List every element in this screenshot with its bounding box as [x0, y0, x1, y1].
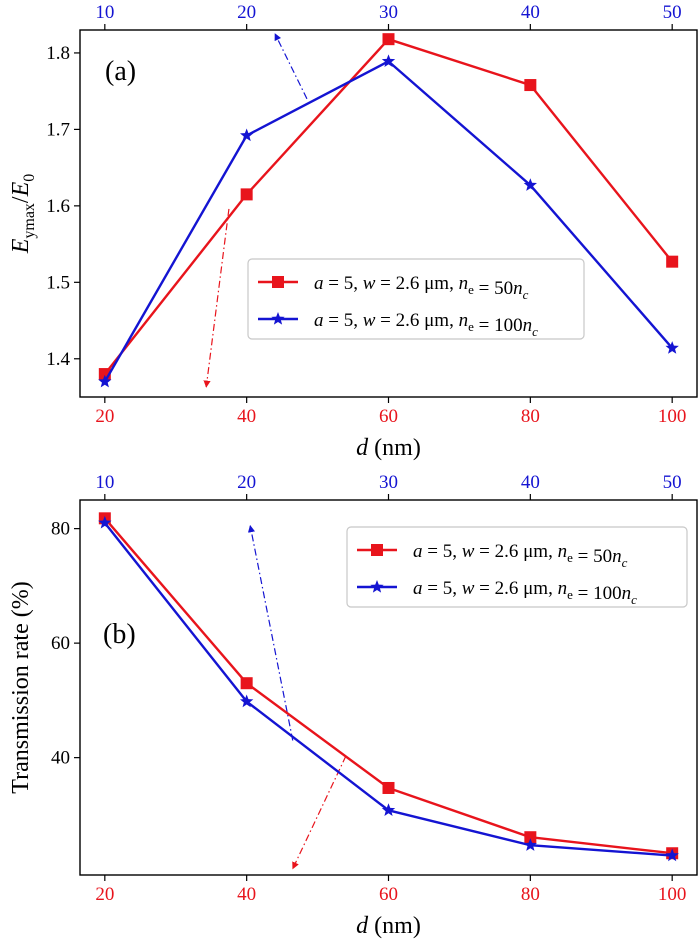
data-point [98, 515, 112, 529]
legend-marker [371, 544, 383, 556]
data-point [240, 128, 254, 142]
x-tick-label: 20 [95, 406, 114, 427]
y-axis-label: Transmission rate (%) [8, 581, 34, 793]
data-point [382, 781, 395, 794]
data-point [665, 848, 679, 862]
panel-b: 20 40 60 80 100 10 20 30 40 50 40 60 80 d (nm) Transmi… [8, 472, 698, 939]
blue-dashdot-arrow [274, 33, 308, 100]
x-tick-label: 100 [658, 406, 687, 427]
plot-frame [79, 29, 698, 398]
x-tick-label: 60 [379, 406, 398, 427]
red-dashdot-arrow [292, 755, 347, 870]
x-tick-label: 20 [95, 884, 114, 905]
panel-a: 20 40 60 80 100 10 20 30 40 50 1.4 1.5 1.6 1.7 1.8 d (n… [8, 2, 698, 461]
y-tick-label: 1.4 [46, 349, 70, 370]
top-tick-label: 10 [95, 472, 114, 493]
legend-label: a = 5, w = 2.6 μm, ne = 50nc [413, 541, 628, 570]
legend-marker [271, 312, 285, 325]
x-tick-label: 60 [379, 884, 398, 905]
top-tick-label: 50 [663, 2, 682, 23]
x-tick-label: 80 [521, 406, 540, 427]
top-tick-label: 30 [379, 472, 398, 493]
data-point [523, 838, 537, 851]
y-tick-label: 1.6 [46, 196, 70, 217]
top-tick-label: 30 [379, 2, 398, 23]
top-tick-label: 20 [237, 472, 256, 493]
legend-frame [247, 258, 585, 340]
data-point [240, 188, 253, 201]
x-tick-label: 40 [237, 884, 256, 905]
y-tick-label: 1.5 [46, 272, 70, 293]
data-point [523, 178, 537, 191]
series-2 [98, 515, 679, 862]
data-point [524, 831, 537, 844]
y-axis-label: Eymax/E0 [8, 174, 38, 255]
data-point [524, 79, 537, 92]
panel-label: (a) [105, 56, 136, 87]
top-tick-label: 20 [237, 2, 256, 23]
y-tick-label: 40 [51, 748, 70, 769]
series-2 [98, 54, 679, 388]
data-point [240, 694, 254, 708]
y-tick-label: 1.8 [46, 43, 70, 64]
x-axis-label: d (nm) [356, 913, 421, 939]
x-tick-label: 100 [658, 884, 687, 905]
data-point [98, 374, 112, 388]
data-point [381, 803, 396, 816]
red-dashdot-arrow [203, 208, 230, 388]
data-point [665, 341, 679, 354]
legend-marker [370, 580, 384, 593]
data-point [240, 677, 253, 690]
top-tick-label: 40 [521, 472, 540, 493]
legend-label: a = 5, w = 2.6 μm, ne = 100nc [413, 578, 637, 607]
legend-marker [272, 276, 284, 288]
legend-frame [346, 526, 688, 608]
legend-label: a = 5, w = 2.6 μm, ne = 100nc [314, 310, 538, 339]
top-tick-label: 10 [95, 2, 114, 23]
legend: a = 5, w = 2.6 μm, ne = 50nc a = 5, w = 2… [247, 258, 585, 340]
x-axis-label: d (nm) [356, 435, 421, 461]
legend-label: a = 5, w = 2.6 μm, ne = 50nc [314, 273, 529, 302]
legend: a = 5, w = 2.6 μm, ne = 50nc a = 5, w = 2… [346, 526, 688, 608]
top-tick-label: 50 [663, 472, 682, 493]
data-point [666, 255, 679, 268]
panel-label: (b) [103, 619, 136, 650]
data-point [382, 33, 395, 46]
data-point [381, 54, 396, 68]
y-tick-label: 80 [51, 519, 70, 540]
y-tick-label: 60 [51, 633, 70, 654]
x-tick-label: 40 [237, 406, 256, 427]
y-tick-label: 1.7 [46, 119, 70, 140]
x-tick-label: 80 [521, 884, 540, 905]
top-tick-label: 40 [521, 2, 540, 23]
